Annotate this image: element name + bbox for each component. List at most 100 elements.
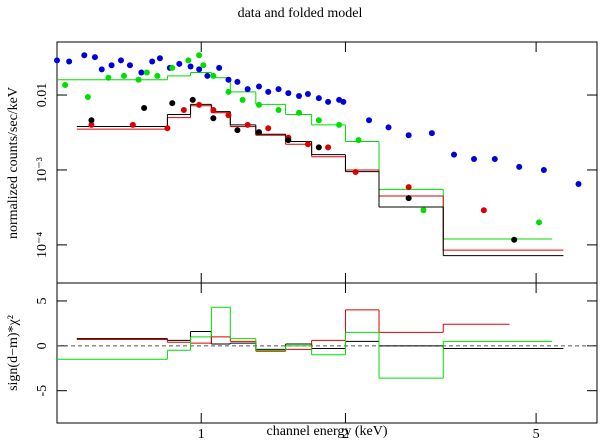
data-point — [88, 121, 95, 128]
data-point — [180, 107, 187, 114]
data-point — [535, 219, 542, 226]
data-point — [108, 62, 115, 69]
data-point — [169, 64, 176, 71]
x-tick-label: 5 — [533, 427, 540, 442]
data-point — [336, 121, 343, 128]
data-point — [138, 69, 145, 76]
data-point — [275, 107, 282, 114]
y-tick-label: 0.01 — [35, 83, 50, 108]
data-point — [265, 88, 272, 95]
data-point — [91, 54, 98, 61]
data-point — [405, 132, 412, 139]
data-point — [296, 93, 303, 100]
data-point — [244, 121, 251, 128]
data-point — [54, 57, 60, 64]
x-axis-label: channel energy (keV) — [266, 424, 387, 439]
data-point — [66, 58, 73, 65]
data-point — [117, 57, 124, 64]
data-point — [315, 117, 322, 124]
data-point — [255, 83, 262, 90]
data-point — [315, 144, 322, 151]
data-point — [196, 52, 203, 59]
data-point — [325, 144, 332, 151]
data-point — [275, 86, 282, 93]
data-point — [315, 95, 322, 102]
data-point — [225, 112, 232, 119]
data-point — [405, 184, 412, 191]
data-point — [325, 98, 332, 105]
data-point — [210, 72, 217, 79]
data-point — [196, 66, 203, 73]
data-point — [225, 76, 232, 83]
data-point — [105, 74, 112, 81]
x-tick-label: 1 — [198, 427, 205, 442]
data-point — [471, 156, 478, 163]
data-point — [225, 88, 232, 95]
data-point — [234, 78, 241, 85]
data-point — [129, 121, 136, 128]
data-point — [355, 137, 362, 144]
data-point — [187, 63, 194, 70]
data-point — [210, 107, 217, 114]
data-point — [304, 141, 311, 148]
data-point — [451, 151, 458, 158]
data-point — [121, 72, 128, 79]
data-point — [196, 101, 203, 108]
data-point — [366, 117, 373, 124]
data-point — [88, 117, 95, 124]
data-point — [62, 82, 69, 89]
data-point — [154, 72, 161, 79]
data-point — [210, 115, 217, 122]
y-axis-label: sign(d−m)*χ² — [6, 315, 21, 391]
data-point — [540, 166, 547, 173]
data-point — [296, 109, 303, 116]
data-point — [516, 163, 523, 170]
data-point — [156, 55, 163, 62]
data-point — [126, 62, 133, 69]
data-point — [244, 86, 251, 93]
data-point — [575, 180, 582, 187]
data-point — [304, 91, 311, 98]
data-point — [285, 90, 292, 97]
data-point — [255, 129, 262, 136]
y-axis-label: normalized counts/sec/keV — [6, 87, 21, 239]
y-tick-label: 10⁻³ — [35, 157, 50, 183]
data-point — [234, 127, 241, 134]
data-point — [84, 94, 91, 101]
data-point — [239, 96, 246, 103]
data-point — [185, 57, 192, 64]
y-tick-label: -5 — [35, 385, 50, 397]
data-point — [385, 124, 392, 131]
data-point — [428, 130, 435, 137]
data-point — [480, 207, 487, 214]
data-point — [340, 98, 347, 105]
data-point — [189, 96, 196, 103]
data-point — [491, 156, 498, 163]
y-tick-label: 5 — [35, 297, 50, 304]
data-point — [204, 72, 211, 79]
y-tick-label: 0 — [35, 342, 50, 349]
data-point — [164, 125, 171, 132]
data-point — [176, 60, 183, 67]
data-point — [200, 62, 207, 69]
x-tick-label: 2 — [342, 427, 349, 442]
chart-title: data and folded model — [238, 6, 363, 21]
data-point — [285, 137, 292, 144]
data-point — [405, 195, 412, 202]
y-tick-label: 10⁻⁴ — [35, 232, 50, 258]
data-point — [420, 207, 427, 214]
data-point — [216, 64, 223, 71]
data-point — [98, 66, 105, 73]
data-point — [255, 101, 262, 108]
data-point — [135, 76, 142, 83]
data-point — [149, 58, 156, 65]
data-point — [141, 105, 148, 112]
data-point — [81, 52, 88, 59]
plot-frame — [56, 282, 598, 424]
data-point — [143, 69, 150, 76]
data-point — [169, 100, 176, 107]
data-point — [265, 125, 272, 132]
data-point — [511, 236, 518, 243]
data-point — [352, 168, 359, 175]
